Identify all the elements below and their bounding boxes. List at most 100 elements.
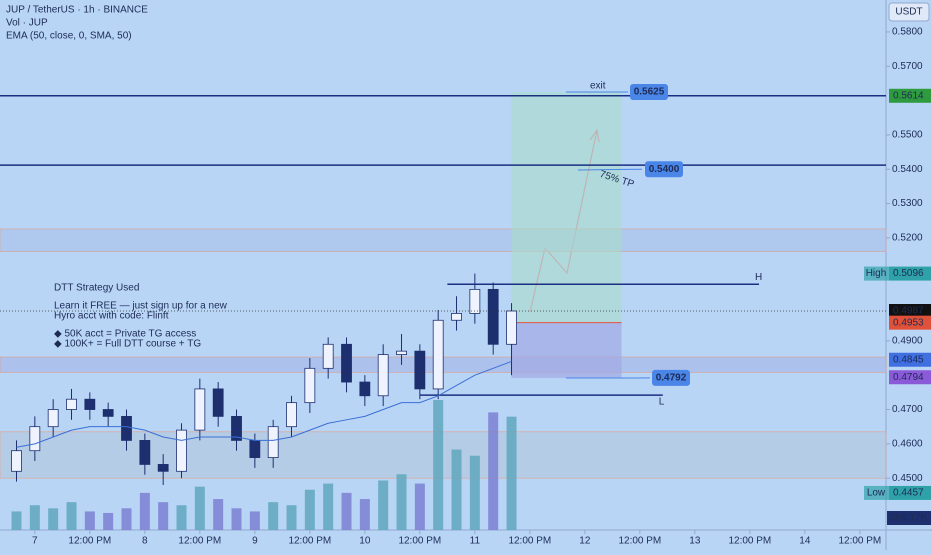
x-tick-label: 8 xyxy=(142,536,148,547)
tp-value: 0.5400 xyxy=(649,164,680,175)
candle-body xyxy=(268,427,278,458)
x-tick-label: 12:00 PM xyxy=(398,536,441,547)
x-tick-label: 12:00 PM xyxy=(508,536,551,547)
candle-body xyxy=(287,403,297,427)
volume-bar xyxy=(232,508,242,530)
x-tick-label: 12:00 PM xyxy=(68,536,111,547)
volume-bar xyxy=(470,456,480,530)
volume-bar xyxy=(287,505,297,530)
candle-body xyxy=(415,351,425,389)
candle-body xyxy=(12,451,22,472)
price-badge-label: 0.4953 xyxy=(893,317,924,328)
x-tick-label: 13 xyxy=(689,536,701,547)
x-tick-label: 12 xyxy=(579,536,591,547)
price-badge-label: 0.4987 xyxy=(893,306,924,317)
volume-bar xyxy=(12,511,22,530)
price-badge-label: 0.4794 xyxy=(893,372,924,383)
currency: USDT xyxy=(895,7,922,18)
badge-prefix: Low xyxy=(867,488,886,499)
target-label: 0.5625 xyxy=(634,87,665,98)
x-tick-label: 12:00 PM xyxy=(728,536,771,547)
y-tick-label: 0.5800 xyxy=(892,27,923,38)
segment-label: H xyxy=(755,272,762,283)
candle-body xyxy=(323,344,333,368)
x-tick-label: 7 xyxy=(32,536,38,547)
volume-bar xyxy=(415,484,425,530)
y-tick-label: 0.4700 xyxy=(892,404,923,415)
y-tick-label: 0.4900 xyxy=(892,336,923,347)
x-tick-label: 12:00 PM xyxy=(838,536,881,547)
volume-bar xyxy=(195,487,205,530)
volume-bar xyxy=(323,484,333,530)
candle-body xyxy=(103,410,113,417)
candle-body xyxy=(305,368,315,402)
volume-bar xyxy=(122,508,132,530)
segment-label: L xyxy=(659,397,665,408)
volume-bar xyxy=(433,400,443,530)
volume-bar xyxy=(452,450,462,530)
candle-body xyxy=(433,320,443,389)
y-tick-label: 0.5300 xyxy=(892,198,923,209)
y-tick-label: 0.4600 xyxy=(892,438,923,449)
volume-bar xyxy=(397,474,407,530)
badge-prefix: High xyxy=(866,268,887,279)
ema-title: EMA (50, close, 0, SMA, 50) xyxy=(6,31,132,42)
candle-body xyxy=(488,289,498,344)
loss-zone xyxy=(512,323,622,378)
candle-body xyxy=(378,355,388,396)
x-tick-label: 14 xyxy=(799,536,811,547)
volume-bar xyxy=(85,511,95,530)
candle-body xyxy=(177,430,187,471)
volume-bar xyxy=(30,505,40,530)
note: DTT Strategy Used xyxy=(54,283,139,294)
candle-body xyxy=(140,440,150,464)
candle-body xyxy=(122,416,132,440)
candle-body xyxy=(48,410,58,427)
x-tick-label: 12:00 PM xyxy=(178,536,221,547)
volume-title: Vol · JUP xyxy=(6,18,48,29)
volume-bar xyxy=(342,493,352,530)
volume-bar xyxy=(177,505,187,530)
candle-body xyxy=(85,399,95,409)
volume-bar xyxy=(250,511,260,530)
volume-badge-label: 366.17K xyxy=(890,513,928,524)
y-tick-label: 0.4500 xyxy=(892,473,923,484)
candle-body xyxy=(195,389,205,430)
volume-bar xyxy=(378,480,388,530)
candle-body xyxy=(30,427,40,451)
candle-body xyxy=(67,399,77,409)
volume-bar xyxy=(67,502,77,530)
note: Hyro acct with code: Flinft xyxy=(54,311,169,322)
candle-body xyxy=(342,344,352,382)
volume-bar xyxy=(213,499,223,530)
chart-title: JUP / TetherUS · 1h · BINANCE xyxy=(6,5,148,16)
candle-body xyxy=(213,389,223,416)
y-tick-label: 0.5700 xyxy=(892,61,923,72)
volume-bar xyxy=(507,417,517,530)
x-tick-label: 12:00 PM xyxy=(288,536,331,547)
volume-bar xyxy=(360,499,370,530)
volume-bar xyxy=(305,490,315,530)
candle-body xyxy=(397,351,407,354)
x-tick-label: 9 xyxy=(252,536,258,547)
exit-label: exit xyxy=(590,81,606,92)
price-badge-label: 0.5096 xyxy=(893,268,924,279)
candle-body xyxy=(470,289,480,313)
stop-label: 0.4792 xyxy=(656,373,687,384)
y-tick-label: 0.5400 xyxy=(892,164,923,175)
zone xyxy=(0,229,886,252)
profit-zone xyxy=(512,92,622,323)
y-tick-label: 0.5200 xyxy=(892,233,923,244)
price-badge-label: 0.4845 xyxy=(893,354,924,365)
note: ◆ 100K+ = Full DTT course + TG xyxy=(54,339,201,350)
price-badge-label: 0.5614 xyxy=(893,90,924,101)
candle-body xyxy=(507,311,517,344)
candle-body xyxy=(250,440,260,457)
volume-bar xyxy=(140,493,150,530)
candle-body xyxy=(158,464,168,471)
volume-bar xyxy=(48,508,58,530)
candle-body xyxy=(452,313,462,320)
x-tick-label: 11 xyxy=(470,536,481,547)
candle-body xyxy=(360,382,370,396)
